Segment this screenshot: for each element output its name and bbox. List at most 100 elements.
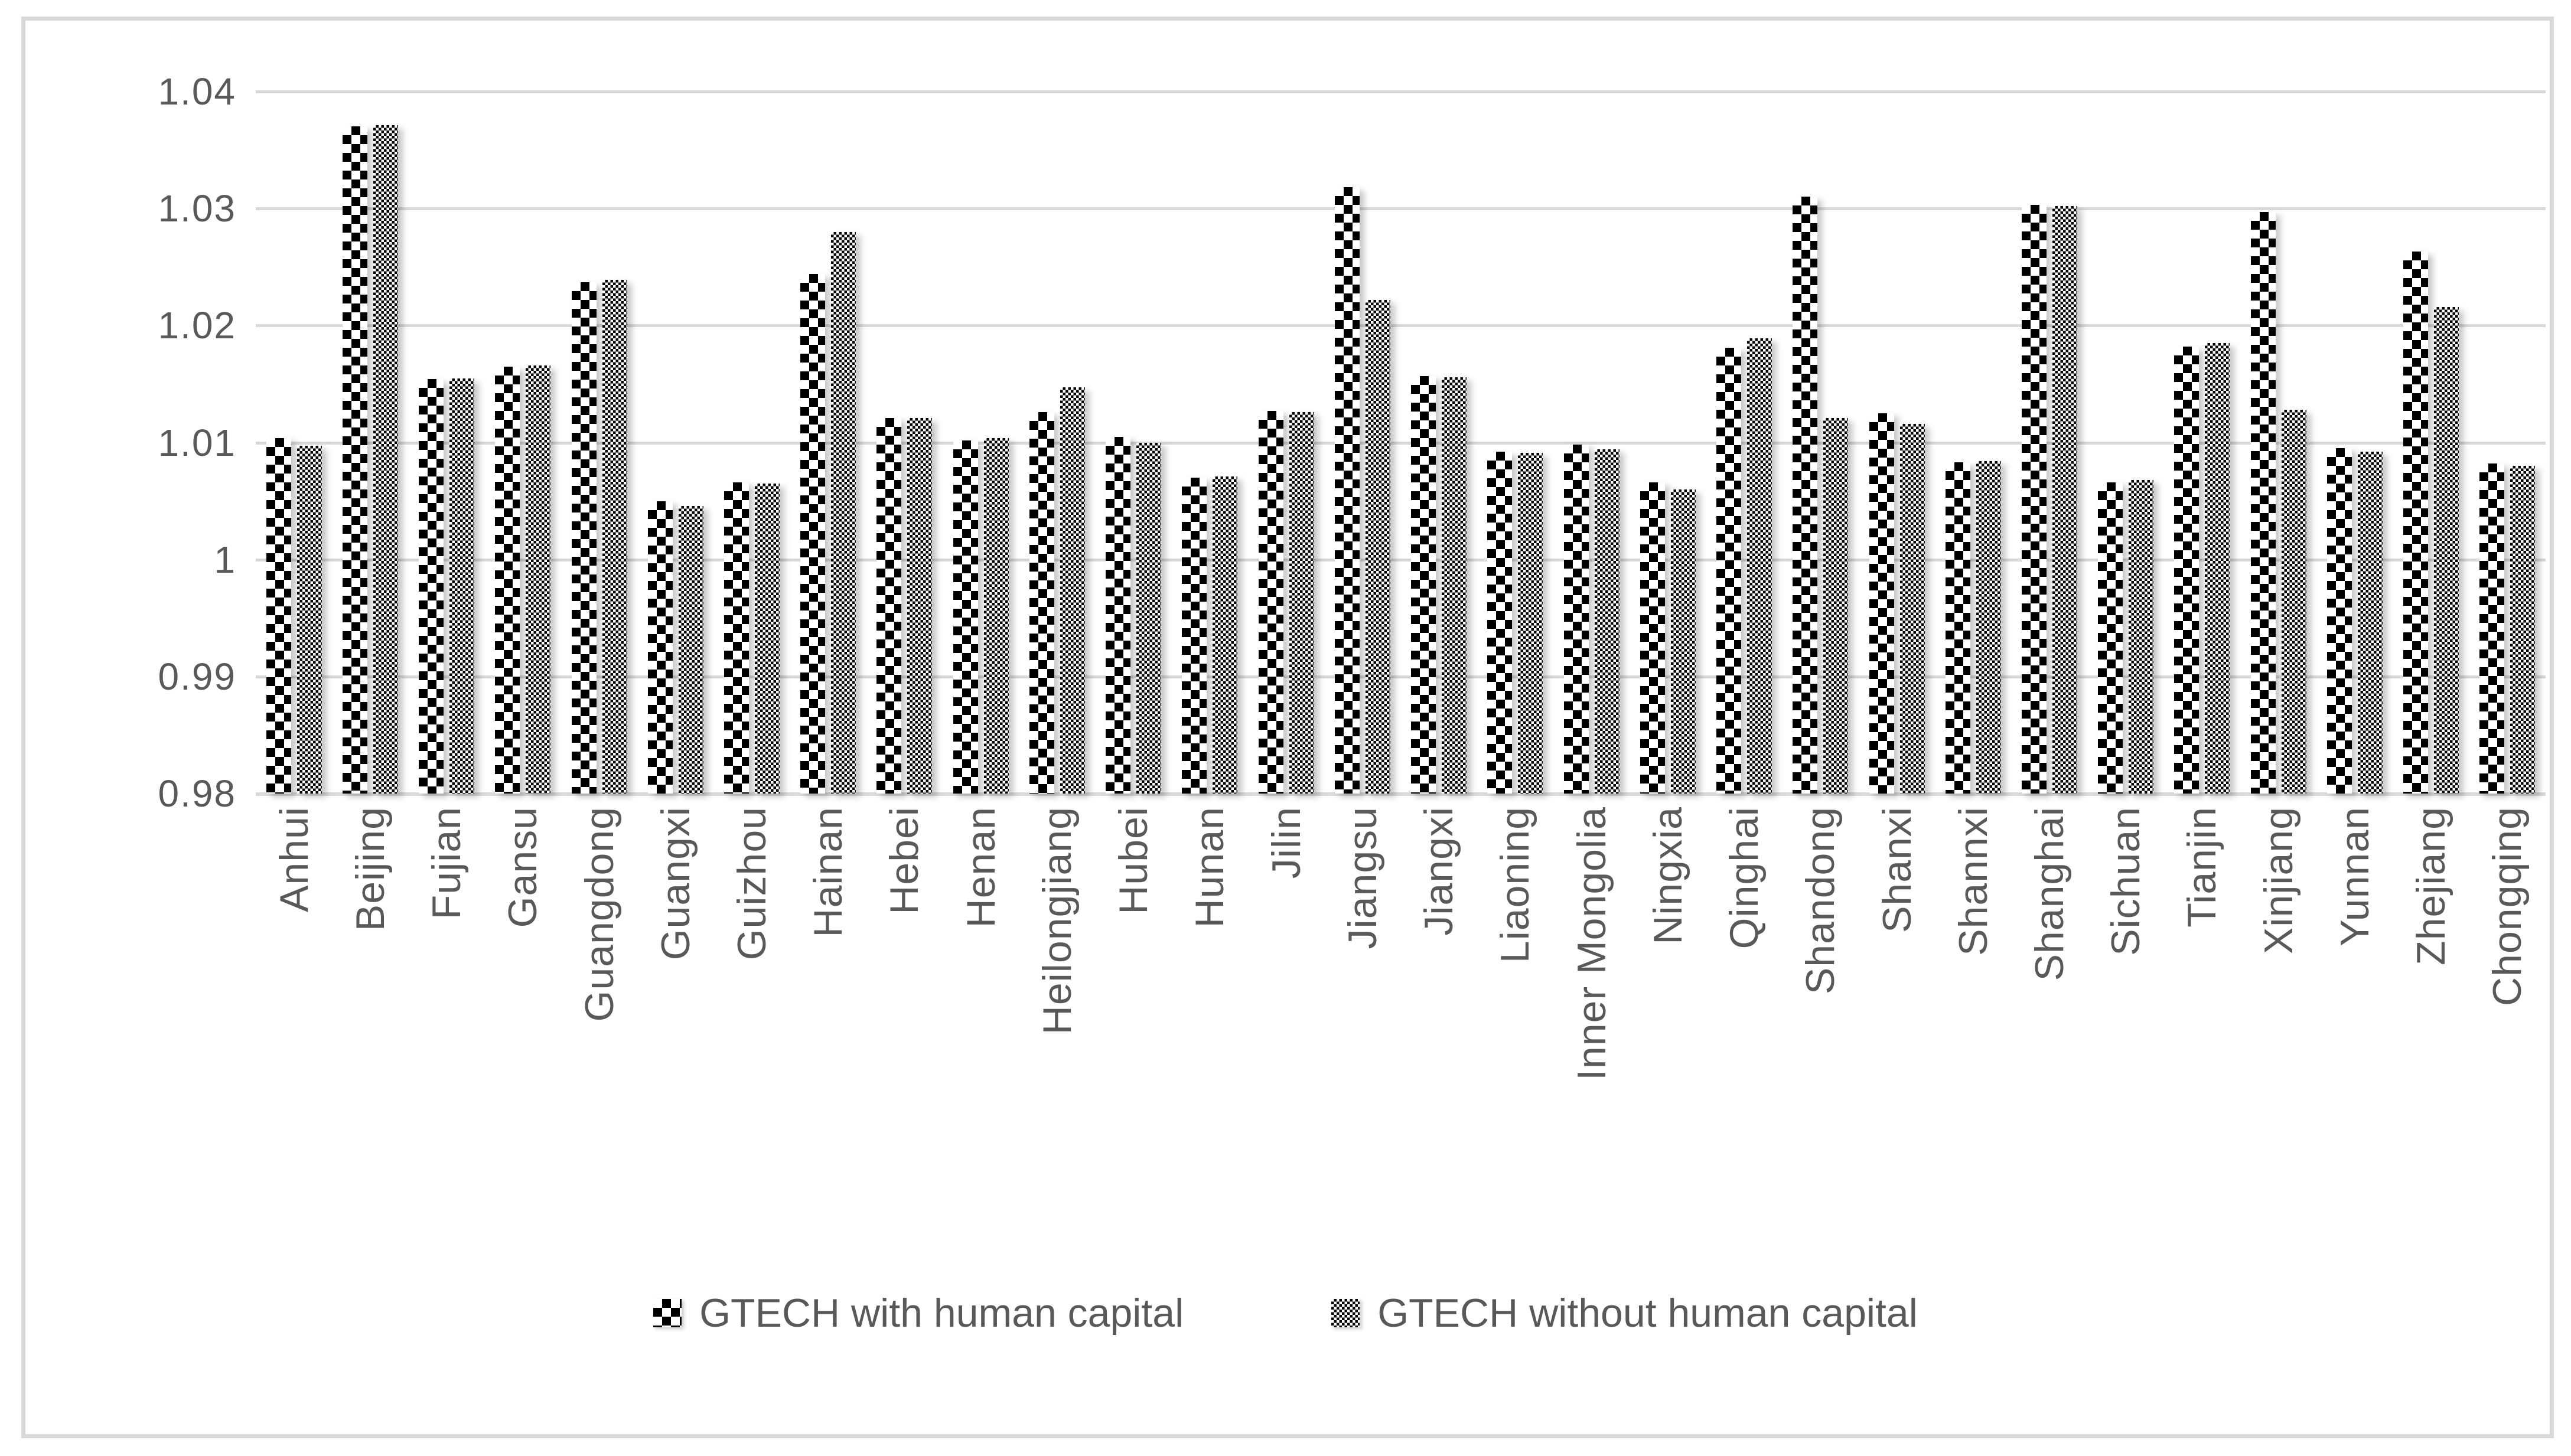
legend-swatch-without-icon xyxy=(1331,1299,1360,1327)
x-axis-label: Shanxi xyxy=(1874,807,1920,933)
x-axis-label: Ningxia xyxy=(1645,807,1690,945)
bar-with-human-capital xyxy=(2479,463,2505,794)
bar-with-human-capital xyxy=(1793,197,1818,794)
gridline xyxy=(256,558,2546,561)
bar-without-human-capital xyxy=(449,378,475,794)
bar-with-human-capital xyxy=(419,379,444,794)
bar-with-human-capital xyxy=(800,274,826,794)
bar-without-human-capital xyxy=(2510,466,2536,794)
bar-without-human-capital xyxy=(1442,377,1467,794)
bar-with-human-capital xyxy=(1258,410,1283,794)
bar-with-human-capital xyxy=(2021,205,2047,794)
bar-with-human-capital xyxy=(724,482,750,794)
x-axis-label: Shanghai xyxy=(2026,807,2072,981)
x-axis-label: Gansu xyxy=(500,807,546,928)
bar-without-human-capital xyxy=(1670,489,1696,794)
x-axis-label: Guizhou xyxy=(729,807,775,961)
bar-with-human-capital xyxy=(1640,482,1665,794)
gridline xyxy=(256,324,2546,328)
bar-without-human-capital xyxy=(1594,449,1619,794)
x-axis-label: Jilin xyxy=(1263,807,1309,879)
x-axis-label: Shandong xyxy=(1798,807,1843,995)
bar-without-human-capital xyxy=(983,438,1009,794)
x-axis-label: Heilongjiang xyxy=(1034,807,1080,1035)
bar-with-human-capital xyxy=(2250,212,2276,794)
bar-with-human-capital xyxy=(1869,413,1894,794)
x-axis-label: Yunnan xyxy=(2332,807,2377,946)
bar-with-human-capital xyxy=(2403,252,2429,794)
legend-label: GTECH with human capital xyxy=(699,1291,1184,1336)
bar-with-human-capital xyxy=(342,126,367,794)
x-axis-label: Qinghai xyxy=(1722,807,1767,949)
x-axis-label: Hunan xyxy=(1187,807,1233,928)
x-axis-label: Jiangsu xyxy=(1340,807,1385,949)
legend-item: GTECH without human capital xyxy=(1331,1290,1918,1336)
x-axis-label: Sichuan xyxy=(2103,807,2149,956)
bar-with-human-capital xyxy=(1106,436,1131,794)
bar-without-human-capital xyxy=(1976,461,2001,794)
y-axis-tick-label: 0.99 xyxy=(158,655,236,698)
bar-with-human-capital xyxy=(2326,448,2352,794)
legend: GTECH with human capital GTECH without hu… xyxy=(0,1290,2571,1336)
legend-label: GTECH without human capital xyxy=(1377,1291,1918,1336)
y-axis-tick-label: 0.98 xyxy=(158,772,236,815)
bar-without-human-capital xyxy=(678,505,703,794)
bar-with-human-capital xyxy=(266,438,291,794)
bar-without-human-capital xyxy=(2434,306,2459,794)
bar-with-human-capital xyxy=(647,501,673,794)
bar-without-human-capital xyxy=(602,280,627,794)
bar-with-human-capital xyxy=(2098,482,2123,794)
bar-without-human-capital xyxy=(1213,476,1238,794)
x-axis-label: Hebei xyxy=(882,807,927,915)
bar-without-human-capital xyxy=(2052,206,2077,794)
y-axis-tick-label: 1.01 xyxy=(158,421,236,464)
bar-with-human-capital xyxy=(1411,376,1436,794)
bar-without-human-capital xyxy=(831,231,856,794)
bar-without-human-capital xyxy=(1136,442,1162,794)
legend-item: GTECH with human capital xyxy=(653,1290,1184,1336)
bar-without-human-capital xyxy=(2281,410,2306,794)
bar-with-human-capital xyxy=(571,282,597,794)
gridline xyxy=(256,792,2546,796)
x-axis-label: Zhejiang xyxy=(2409,807,2454,965)
y-axis-tick-label: 1.04 xyxy=(158,70,236,113)
gridline xyxy=(256,207,2546,211)
bar-with-human-capital xyxy=(1334,187,1360,794)
bar-without-human-capital xyxy=(2205,343,2230,794)
bar-without-human-capital xyxy=(373,125,398,794)
bar-without-human-capital xyxy=(907,417,933,794)
x-axis-label: Hubei xyxy=(1111,807,1156,915)
x-axis-label: Fujian xyxy=(424,807,470,920)
bar-with-human-capital xyxy=(1029,412,1054,794)
x-axis-label: Liaoning xyxy=(1493,807,1538,964)
x-axis-label: Anhui xyxy=(271,807,317,912)
legend-swatch-with-icon xyxy=(653,1299,682,1327)
bar-without-human-capital xyxy=(1060,387,1085,794)
x-axis-label: Henan xyxy=(958,807,1003,928)
y-axis-tick-label: 1.03 xyxy=(158,187,236,230)
bar-without-human-capital xyxy=(1289,412,1314,794)
x-axis-label: Xinjiang xyxy=(2256,807,2301,954)
bar-without-human-capital xyxy=(2357,452,2383,794)
x-axis-label: Guangxi xyxy=(653,807,698,961)
bar-without-human-capital xyxy=(1823,417,1849,794)
x-axis-label: Shannxi xyxy=(1950,807,1996,956)
bar-with-human-capital xyxy=(1945,462,1970,794)
x-axis-label: Hainan xyxy=(806,807,851,938)
bar-with-human-capital xyxy=(953,440,978,794)
bar-with-human-capital xyxy=(876,417,902,794)
x-axis-label: Inner Mongolia xyxy=(1569,807,1614,1080)
gridline xyxy=(256,441,2546,445)
gridline xyxy=(256,90,2546,93)
x-axis-label: Jiangxi xyxy=(1416,807,1462,936)
bar-with-human-capital xyxy=(1487,452,1513,794)
bar-without-human-capital xyxy=(1365,299,1390,794)
bar-without-human-capital xyxy=(1747,338,1772,794)
bar-without-human-capital xyxy=(1899,423,1925,794)
x-axis-label: Beijing xyxy=(347,807,393,932)
bar-with-human-capital xyxy=(1563,445,1589,794)
bar-without-human-capital xyxy=(755,483,780,794)
bar-without-human-capital xyxy=(296,446,322,794)
bar-with-human-capital xyxy=(2174,347,2199,794)
